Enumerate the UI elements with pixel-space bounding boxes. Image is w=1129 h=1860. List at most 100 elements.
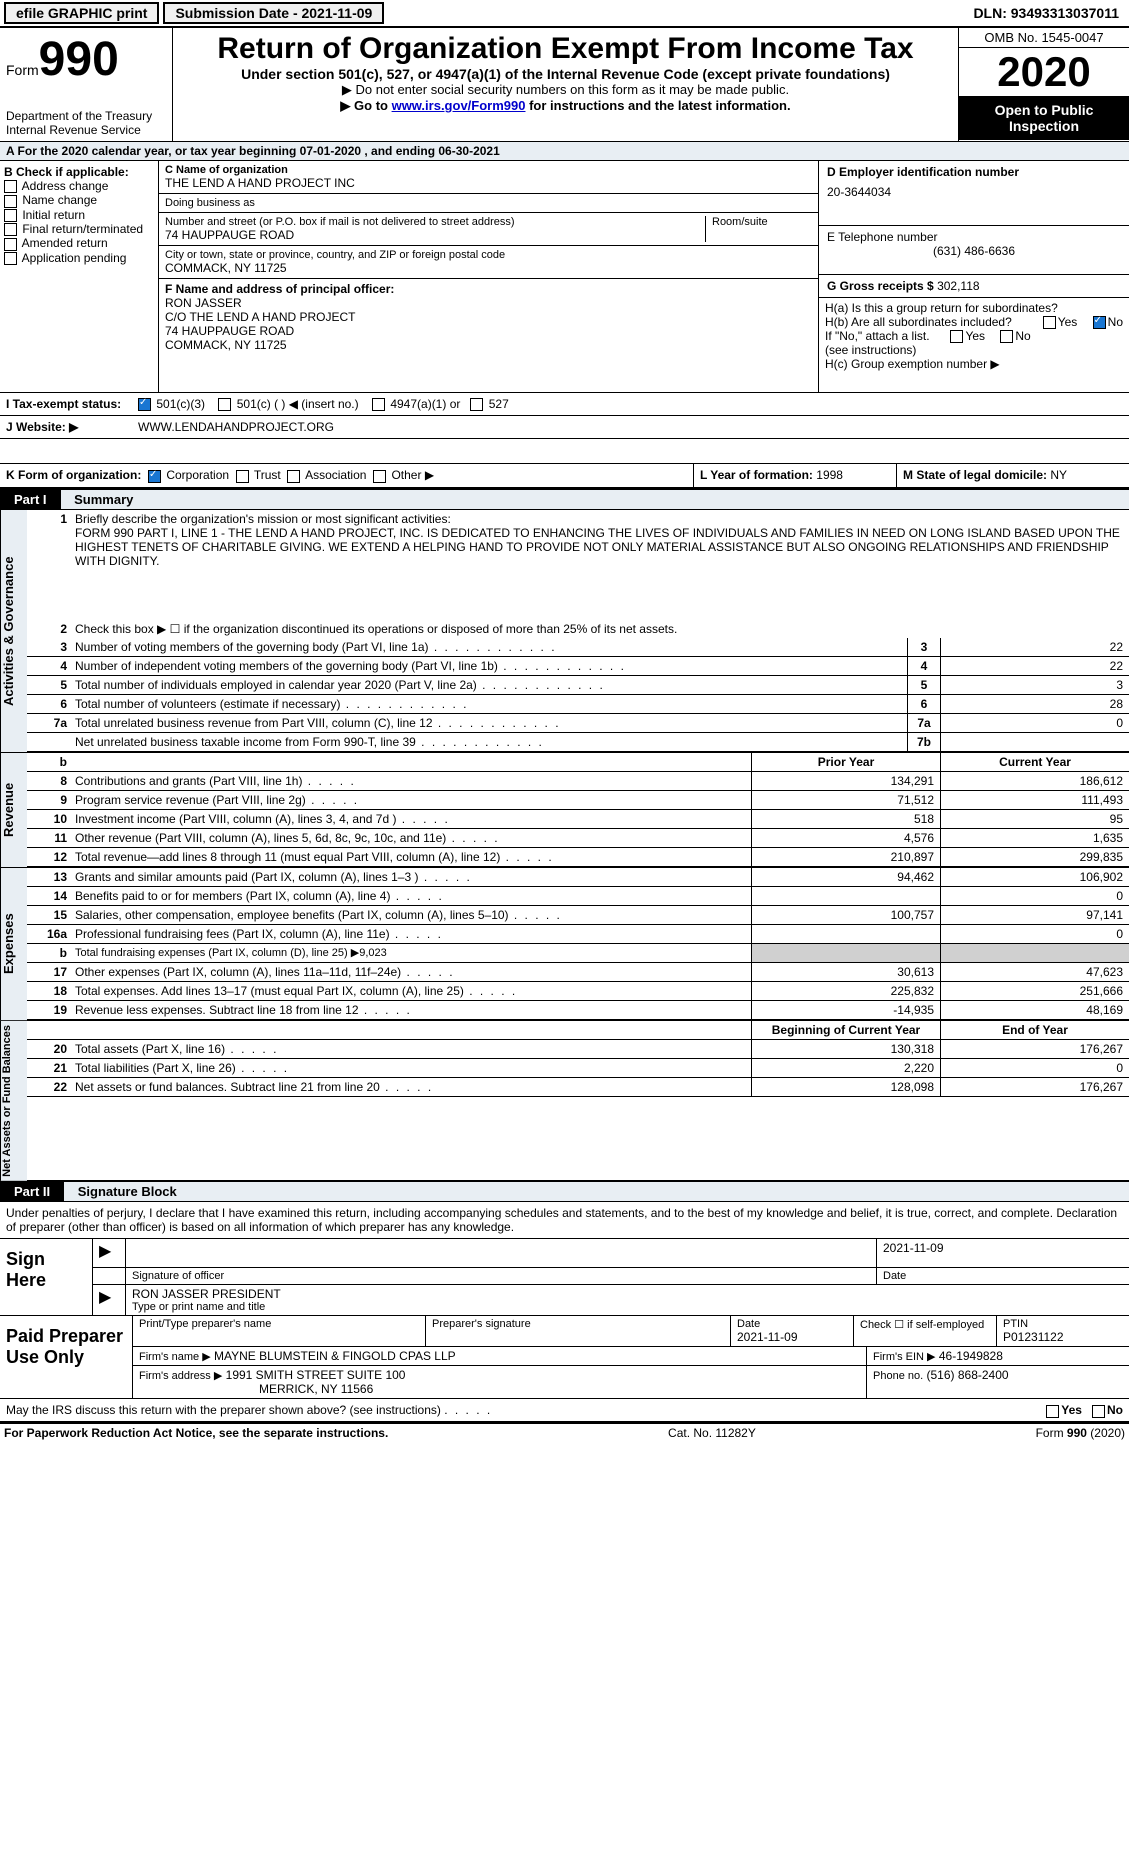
chk-hb-no[interactable] [1000, 330, 1013, 343]
lbl-final-return: Final return/terminated [22, 222, 143, 236]
chk-corporation[interactable] [148, 470, 161, 483]
row-desc: Program service revenue (Part VIII, line… [71, 791, 751, 809]
chk-address-change[interactable] [4, 180, 17, 193]
prep-row2: Firm's name ▶ MAYNE BLUMSTEIN & FINGOLD … [133, 1347, 1129, 1366]
website-value: WWW.LENDAHANDPROJECT.ORG [132, 416, 1129, 438]
table-row: 17 Other expenses (Part IX, column (A), … [27, 963, 1129, 982]
ptin-value: P01231122 [1003, 1330, 1123, 1344]
row-desc: Professional fundraising fees (Part IX, … [71, 925, 751, 943]
row-desc: Grants and similar amounts paid (Part IX… [71, 868, 751, 886]
row-cur: 111,493 [940, 791, 1129, 809]
l-value: 1998 [816, 468, 843, 482]
gross-label: G Gross receipts $ [827, 279, 934, 293]
row-desc: Net assets or fund balances. Subtract li… [71, 1078, 751, 1096]
sig-officer-labels: Signature of officer Date [93, 1268, 1129, 1285]
form-subtitle: Under section 501(c), 527, or 4947(a)(1)… [177, 66, 954, 82]
firm-ein-label: Firm's EIN ▶ [873, 1351, 936, 1363]
chk-association[interactable] [287, 470, 300, 483]
row-num: 22 [27, 1078, 71, 1096]
row-cur: 95 [940, 810, 1129, 828]
lbl-yes2: Yes [965, 329, 985, 343]
row-prior: 518 [751, 810, 940, 828]
row-16b: b Total fundraising expenses (Part IX, c… [27, 944, 1129, 963]
row-prior: 2,220 [751, 1059, 940, 1077]
prep-row1: Print/Type preparer's name Preparer's si… [133, 1316, 1129, 1347]
opt-527: 527 [489, 397, 509, 411]
row-cur: 106,902 [940, 868, 1129, 886]
discuss-yes: Yes [1061, 1403, 1082, 1417]
row-cur: 251,666 [940, 982, 1129, 1000]
row-desc: Contributions and grants (Part VIII, lin… [71, 772, 751, 790]
topbar: efile GRAPHIC print Submission Date - 20… [0, 0, 1129, 28]
website-label: J Website: ▶ [0, 416, 132, 438]
chk-527[interactable] [470, 398, 483, 411]
row-desc: Net unrelated business taxable income fr… [71, 733, 907, 751]
form-title: Return of Organization Exempt From Incom… [177, 32, 954, 66]
chk-initial-return[interactable] [4, 209, 17, 222]
ha-row: H(a) Is this a group return for subordin… [825, 301, 1123, 315]
note2-pre: ▶ Go to [340, 98, 391, 113]
chk-discuss-yes[interactable] [1046, 1405, 1059, 1418]
expenses-body: 13 Grants and similar amounts paid (Part… [27, 868, 1129, 1020]
row-1-mission: 1 Briefly describe the organization's mi… [27, 510, 1129, 620]
activities-section: Activities & Governance 1 Briefly descri… [0, 510, 1129, 752]
efile-print-button[interactable]: efile GRAPHIC print [4, 2, 159, 24]
row-num: 7a [27, 714, 71, 732]
name-title-label: Type or print name and title [132, 1301, 1123, 1313]
row-num: 11 [27, 829, 71, 847]
officer-l3: COMMACK, NY 11725 [165, 338, 812, 352]
table-row: 13 Grants and similar amounts paid (Part… [27, 868, 1129, 887]
chk-4947[interactable] [372, 398, 385, 411]
chk-application-pending[interactable] [4, 252, 17, 265]
row-prior: 71,512 [751, 791, 940, 809]
row-val: 28 [940, 695, 1129, 713]
org-name-label: C Name of organization [165, 164, 812, 176]
mission-label: Briefly describe the organization's miss… [75, 512, 1125, 526]
chk-hb-yes[interactable] [950, 330, 963, 343]
firm-name-label: Firm's name ▶ [139, 1351, 211, 1363]
officer-l2: 74 HAUPPAUGE ROAD [165, 324, 812, 338]
row-prior: 128,098 [751, 1078, 940, 1096]
paid-preparer-row: Paid Preparer Use Only Print/Type prepar… [0, 1316, 1129, 1399]
m-label: M State of legal domicile: [903, 468, 1047, 482]
sign-here-row: Sign Here ▶ 2021-11-09 Signature of offi… [0, 1239, 1129, 1316]
table-row: 14 Benefits paid to or for members (Part… [27, 887, 1129, 906]
row-prior: 210,897 [751, 848, 940, 866]
irs-link[interactable]: www.irs.gov/Form990 [392, 98, 526, 113]
firm-phone-label: Phone no. [873, 1370, 923, 1382]
row-cur: 176,267 [940, 1040, 1129, 1058]
row-num: 16a [27, 925, 71, 943]
rev-hdr-cur: Current Year [940, 753, 1129, 771]
lbl-no: No [1108, 315, 1123, 329]
row-num: 6 [27, 695, 71, 713]
chk-ha-yes[interactable] [1043, 316, 1056, 329]
footer-center: Cat. No. 11282Y [668, 1426, 756, 1440]
prep-row3: Firm's address ▶ 1991 SMITH STREET SUITE… [133, 1366, 1129, 1398]
row-num: 4 [27, 657, 71, 675]
chk-final-return[interactable] [4, 223, 17, 236]
chk-amended-return[interactable] [4, 238, 17, 251]
row-cur: 299,835 [940, 848, 1129, 866]
row-key: 6 [907, 695, 940, 713]
sig-name: RON JASSER PRESIDENT Type or print name … [125, 1285, 1129, 1315]
row-num: 19 [27, 1001, 71, 1019]
row-prior: 130,318 [751, 1040, 940, 1058]
row-prior: 4,576 [751, 829, 940, 847]
chk-other[interactable] [373, 470, 386, 483]
chk-ha-no[interactable] [1093, 316, 1106, 329]
chk-name-change[interactable] [4, 195, 17, 208]
chk-trust[interactable] [236, 470, 249, 483]
desc-2: Check this box ▶ ☐ if the organization d… [71, 620, 1129, 638]
row-prior: 225,832 [751, 982, 940, 1000]
row-key: 7a [907, 714, 940, 732]
chk-501c3[interactable] [138, 398, 151, 411]
table-row: 3 Number of voting members of the govern… [27, 638, 1129, 657]
row-i-tax-status: I Tax-exempt status: 501(c)(3) 501(c) ( … [0, 393, 1129, 416]
chk-501c[interactable] [218, 398, 231, 411]
submission-date-label: Submission Date - 2021-11-09 [163, 2, 384, 24]
lbl-initial-return: Initial return [22, 208, 85, 222]
chk-discuss-no[interactable] [1092, 1405, 1105, 1418]
col-d-right: D Employer identification number 20-3644… [818, 161, 1129, 392]
row-2-checkbox: 2 Check this box ▶ ☐ if the organization… [27, 620, 1129, 638]
room-label: Room/suite [712, 216, 812, 228]
